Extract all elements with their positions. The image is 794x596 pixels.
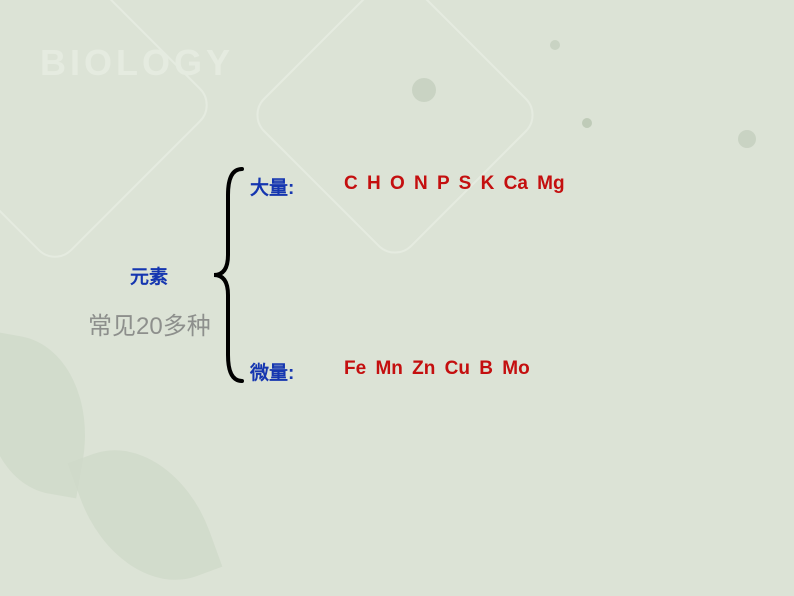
macro-elements: C H O N P S K Ca Mg [344,173,565,195]
micro-elements: Fe Mn Zn Cu B Mo [344,358,530,380]
deco-dot [738,130,756,148]
deco-diamond [247,0,544,263]
brace-icon [210,165,250,385]
deco-dot [550,40,560,50]
micro-label: 微量: [250,358,294,385]
deco-dot [412,78,436,102]
common-kinds-label: 常见20多种 [88,306,211,341]
deco-dot [582,118,592,128]
deco-leaf [68,426,223,596]
deco-diamond [0,0,218,268]
element-label: 元素 [130,262,168,289]
macro-label: 大量: [250,173,294,200]
